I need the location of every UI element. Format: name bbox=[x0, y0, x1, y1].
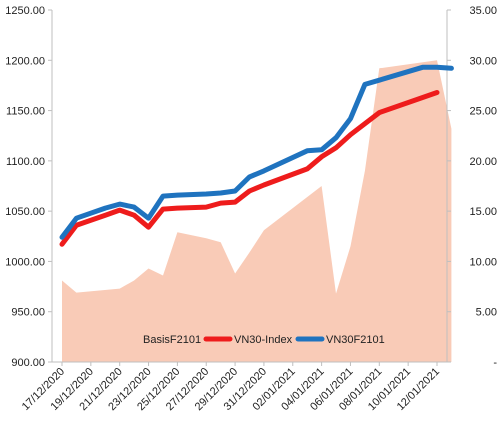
y-left-tick-label: 1150.00 bbox=[6, 106, 45, 118]
legend-label-basisf2101: BasisF2101 bbox=[143, 334, 201, 346]
y-right-tick-label: 35.00 bbox=[469, 5, 497, 17]
line-layer bbox=[59, 64, 454, 247]
y-right-tick-label: 20.00 bbox=[469, 156, 497, 168]
y-left-tick-label: 1050.00 bbox=[5, 206, 45, 218]
line-series-vn30-index bbox=[59, 90, 440, 247]
axis-layer bbox=[48, 9, 451, 366]
y-left-tick-label: 1250.00 bbox=[5, 5, 45, 17]
area-layer bbox=[62, 60, 452, 363]
legend-label-vn30-index: VN30-Index bbox=[234, 334, 293, 346]
y-right-tick-label: 30.00 bbox=[469, 55, 497, 67]
y-right-tick-label: 25.00 bbox=[469, 106, 497, 118]
area-series-basisf2101 bbox=[62, 60, 452, 363]
y-left-tick-label: 1200.00 bbox=[5, 55, 45, 67]
y-right-tick-label: - bbox=[493, 357, 497, 369]
y-right-tick-label: 5.00 bbox=[476, 307, 497, 319]
legend-label-vn30f2101: VN30F2101 bbox=[326, 334, 385, 346]
y-left-tick-label: 1000.00 bbox=[5, 256, 45, 268]
y-left-tick-label: 950.00 bbox=[11, 307, 45, 319]
legend: BasisF2101 VN30-Index VN30F2101 bbox=[143, 334, 385, 346]
y-left-tick-label: 900.00 bbox=[11, 357, 45, 369]
y-left-tick-label: 1100.00 bbox=[6, 156, 45, 168]
y-right-tick-label: 10.00 bbox=[469, 256, 497, 268]
y-right-tick-label: 15.00 bbox=[469, 206, 497, 218]
line-series-vn30f2101 bbox=[59, 64, 454, 240]
